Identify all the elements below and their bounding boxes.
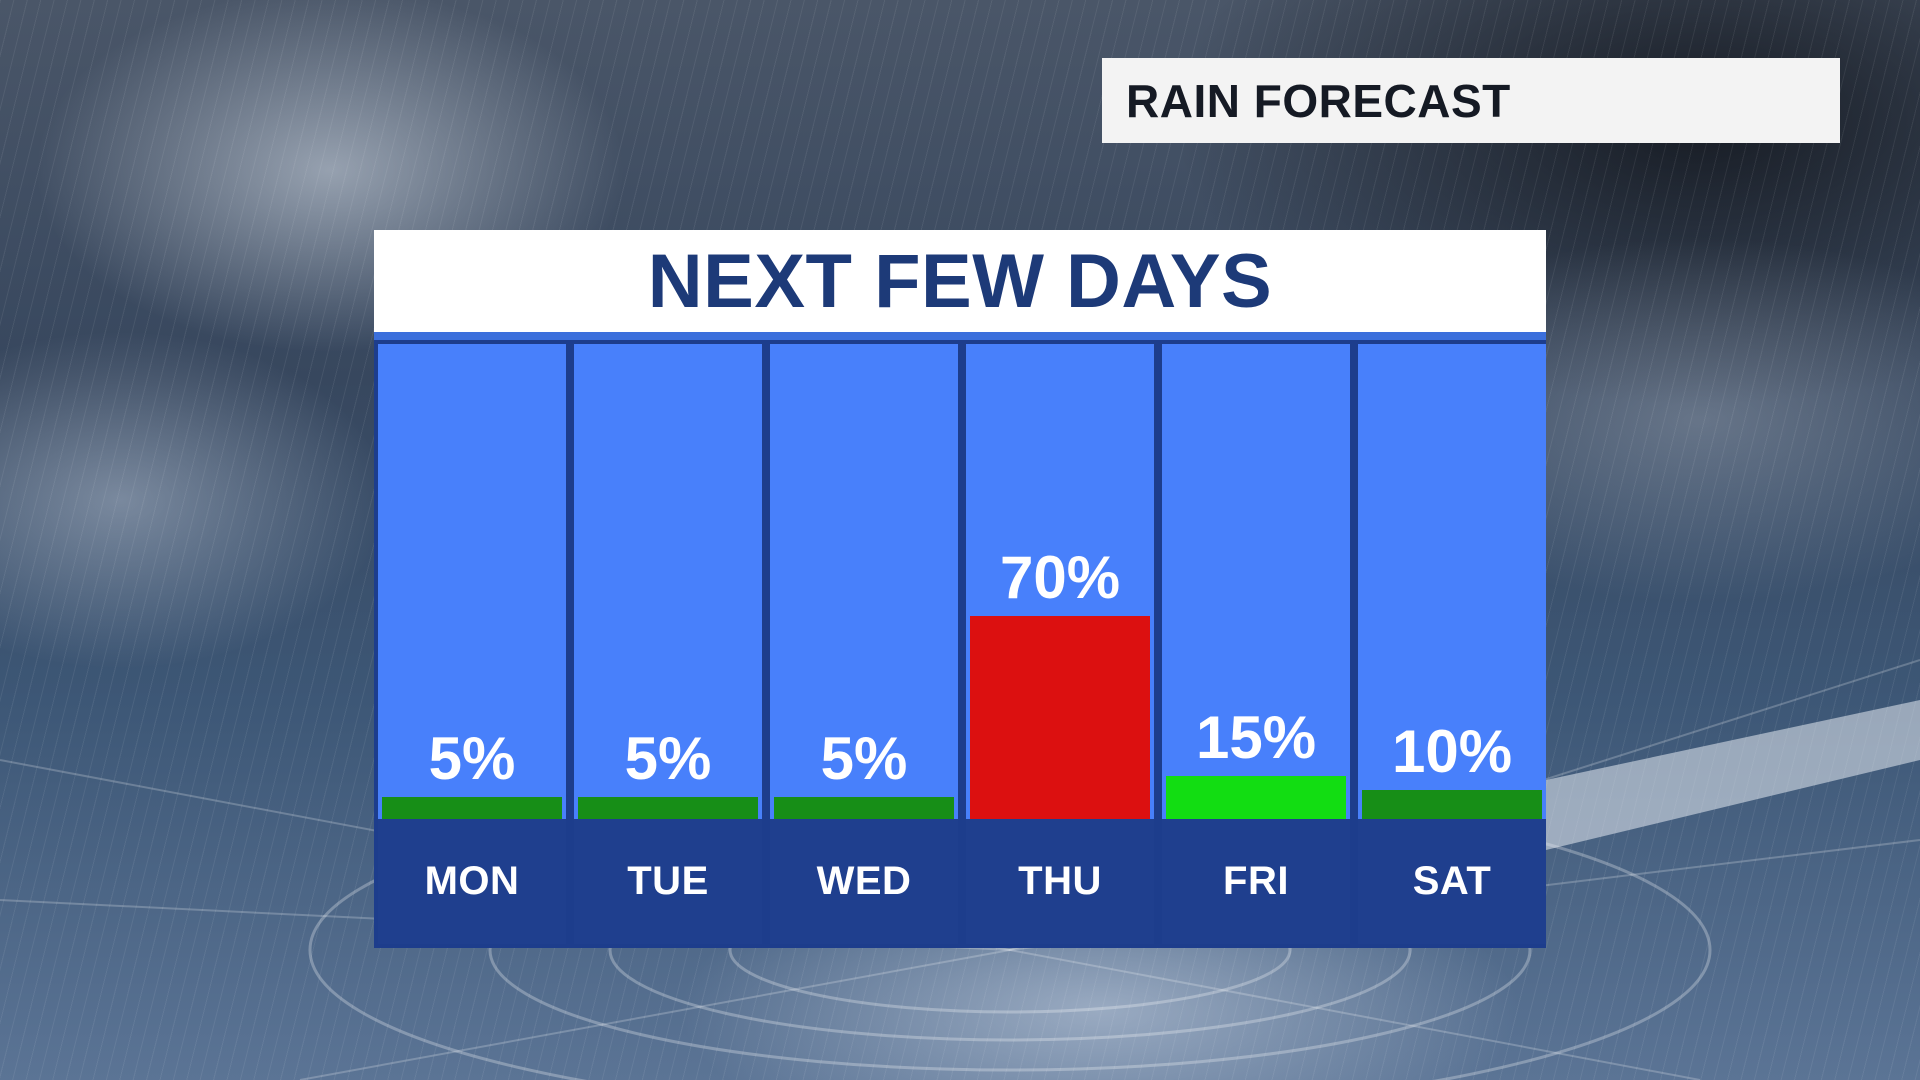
- rain-chance-bar: [578, 797, 758, 819]
- column-background: 70%: [966, 344, 1154, 819]
- day-column-wed: 5% WED: [770, 344, 958, 944]
- day-label: TUE: [627, 859, 709, 903]
- day-column-thu: 70% THU: [966, 344, 1154, 944]
- day-label-box: THU: [966, 819, 1154, 944]
- rain-chance-label: 5%: [428, 725, 516, 792]
- day-label: FRI: [1223, 859, 1289, 903]
- day-column-fri: 15% FRI: [1162, 344, 1350, 944]
- rain-chance-label: 10%: [1391, 718, 1513, 785]
- day-label: THU: [1018, 859, 1102, 903]
- title-divider: [374, 332, 1546, 340]
- rain-forecast-label: RAIN FORECAST: [1126, 74, 1511, 127]
- rain-chance-bar: [1362, 790, 1542, 819]
- forecast-panel: NEXT FEW DAYS 5% MON 5% TUE 5% WED 70% THU 15% FR…: [374, 230, 1546, 948]
- day-label: WED: [816, 859, 912, 903]
- rain-chance-label: 70%: [999, 544, 1121, 611]
- chart-title-bar: NEXT FEW DAYS: [374, 230, 1546, 332]
- day-label-box: FRI: [1162, 819, 1350, 944]
- rain-chance-bar: [382, 797, 562, 819]
- chart-title: NEXT FEW DAYS: [647, 238, 1273, 324]
- column-background: 5%: [378, 344, 566, 819]
- rain-chance-label: 5%: [624, 725, 712, 792]
- column-background: 5%: [770, 344, 958, 819]
- column-background: 5%: [574, 344, 762, 819]
- day-column-mon: 5% MON: [378, 344, 566, 944]
- column-background: 15%: [1162, 344, 1350, 819]
- day-column-tue: 5% TUE: [574, 344, 762, 944]
- rain-chance-label: 15%: [1195, 703, 1317, 771]
- rain-chance-bar: [1166, 775, 1346, 819]
- chart-columns: 5% MON 5% TUE 5% WED 70% THU 15% FRI 10% SAT: [374, 340, 1546, 948]
- day-label: MON: [424, 859, 520, 903]
- day-label-box: WED: [770, 819, 958, 944]
- day-label-box: MON: [378, 819, 566, 944]
- column-background: 10%: [1358, 344, 1546, 819]
- day-label-box: TUE: [574, 819, 762, 944]
- rain-forecast-tag: RAIN FORECAST: [1102, 58, 1840, 143]
- rain-chance-bar: [970, 616, 1150, 819]
- rain-chance-bar: [774, 797, 954, 819]
- day-label: SAT: [1412, 859, 1492, 903]
- day-column-sat: 10% SAT: [1358, 344, 1546, 944]
- rain-chance-label: 5%: [820, 725, 908, 792]
- day-label-box: SAT: [1358, 819, 1546, 944]
